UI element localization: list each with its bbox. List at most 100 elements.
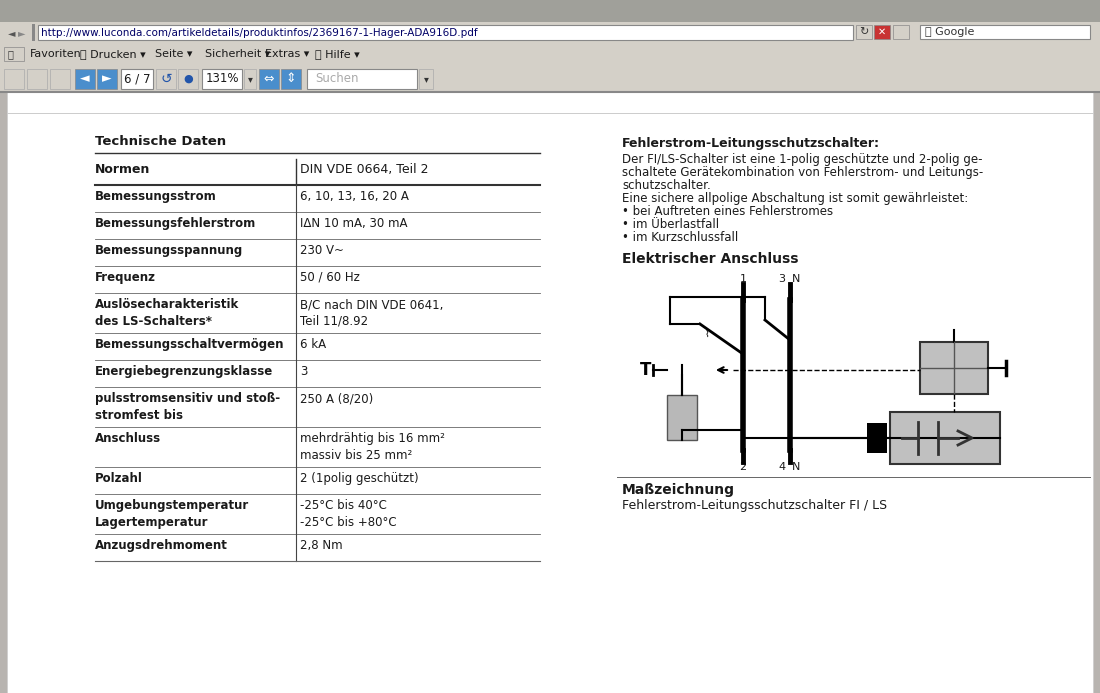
Text: Bemessungsspannung: Bemessungsspannung [95,244,243,257]
Text: T: T [640,361,651,379]
Bar [920,342,988,394]
Text: • im Überlastfall: • im Überlastfall [621,218,719,231]
Text: 6, 10, 13, 16, 20 A: 6, 10, 13, 16, 20 A [300,190,409,203]
Text: 🔍 Google: 🔍 Google [925,27,975,37]
Text: Seite ▾: Seite ▾ [155,49,192,59]
Text: ◄: ◄ [80,73,90,85]
Bar [890,412,1000,464]
Text: Bemessungsstrom: Bemessungsstrom [95,190,217,203]
Text: Favoriten: Favoriten [30,49,81,59]
Text: pulsstromsensitiv und stoß-
stromfest bis: pulsstromsensitiv und stoß- stromfest bi… [95,392,280,422]
Bar [258,69,279,89]
Text: ▾: ▾ [248,74,252,84]
Text: B/C nach DIN VDE 0641,
Teil 11/8.92: B/C nach DIN VDE 0641, Teil 11/8.92 [300,298,443,328]
Text: • bei Auftreten eines Fehlerstromes: • bei Auftreten eines Fehlerstromes [621,205,833,218]
Text: 230 V~: 230 V~ [300,244,344,257]
Text: 💾: 💾 [7,49,13,59]
Text: ❓ Hilfe ▾: ❓ Hilfe ▾ [315,49,360,59]
Text: 131%: 131% [206,73,239,85]
Text: ⇔: ⇔ [264,73,274,85]
Bar [7,92,1093,693]
Bar [0,22,1100,44]
Text: http://www.luconda.com/artikeldetails/produktinfos/2369167-1-Hager-ADA916D.pdf: http://www.luconda.com/artikeldetails/pr… [41,28,477,38]
Text: Polzahl: Polzahl [95,472,143,485]
Text: ◄: ◄ [8,28,15,38]
Text: Frequenz: Frequenz [95,271,156,284]
Bar [856,25,872,39]
Text: 2,8 Nm: 2,8 Nm [300,539,342,552]
Bar [874,25,890,39]
Text: ►: ► [18,28,25,38]
Bar [28,69,47,89]
Text: Auslösecharakteristik
des LS-Schalters*: Auslösecharakteristik des LS-Schalters* [95,298,240,328]
Text: Normen: Normen [95,163,151,176]
Bar [0,0,1100,22]
Text: Elektrischer Anschluss: Elektrischer Anschluss [621,252,799,266]
Text: ●: ● [183,74,192,84]
Text: 3: 3 [779,274,785,284]
Text: Technische Daten: Technische Daten [95,135,227,148]
Bar [920,25,1090,39]
Text: Sicherheit ▾: Sicherheit ▾ [205,49,271,59]
Text: 2: 2 [739,462,747,472]
Text: Fehlerstrom-Leitungsschutzschalter FI / LS: Fehlerstrom-Leitungsschutzschalter FI / … [621,499,887,512]
Text: N: N [792,274,800,284]
Text: Suchen: Suchen [315,73,359,85]
Bar [912,24,917,40]
Text: 250 A (8/20): 250 A (8/20) [300,392,373,405]
Bar [32,24,35,41]
Bar [121,69,153,89]
Text: Eine sichere allpolige Abschaltung ist somit gewährleistet:: Eine sichere allpolige Abschaltung ist s… [621,192,968,205]
Text: Umgebungstemperatur
Lagertemperatur: Umgebungstemperatur Lagertemperatur [95,499,250,529]
Text: Extras ▾: Extras ▾ [265,49,309,59]
Text: ►: ► [102,73,112,85]
Bar [893,25,909,39]
Bar [75,69,95,89]
Text: ↻: ↻ [859,27,869,37]
Text: 🖨 Drucken ▾: 🖨 Drucken ▾ [80,49,145,59]
Bar [178,69,198,89]
Text: DIN VDE 0664, Teil 2: DIN VDE 0664, Teil 2 [300,163,429,176]
Text: Fehlerstrom-Leitungsschutzschalter:: Fehlerstrom-Leitungsschutzschalter: [621,137,880,150]
Text: Bemessungsschaltvermögen: Bemessungsschaltvermögen [95,338,285,351]
Text: Energiebegrenzungsklasse: Energiebegrenzungsklasse [95,365,273,378]
Text: ✕: ✕ [878,27,887,37]
Bar [0,66,1100,92]
Bar [4,47,24,61]
Text: ⌇: ⌇ [705,330,710,340]
Bar [202,69,242,89]
Text: • im Kurzschlussfall: • im Kurzschlussfall [621,231,738,244]
Text: Anschluss: Anschluss [95,432,161,445]
Bar [50,69,70,89]
Text: Anzugsdrehmoment: Anzugsdrehmoment [95,539,228,552]
Text: 1: 1 [739,274,747,284]
Text: ↺: ↺ [161,72,172,86]
Bar [419,69,433,89]
Bar [307,69,417,89]
Text: Der FI/LS-Schalter ist eine 1-polig geschützte und 2-polig ge-: Der FI/LS-Schalter ist eine 1-polig gesc… [621,153,982,166]
Text: 4: 4 [779,462,785,472]
Bar [667,395,697,440]
Text: 6 / 7: 6 / 7 [123,73,151,85]
Text: Bemessungsfehlerstrom: Bemessungsfehlerstrom [95,217,256,230]
Text: mehrdrähtig bis 16 mm²
massiv bis 25 mm²: mehrdrähtig bis 16 mm² massiv bis 25 mm² [300,432,444,462]
Bar [156,69,176,89]
Bar [280,69,301,89]
Text: 50 / 60 Hz: 50 / 60 Hz [300,271,360,284]
Text: 2 (1polig geschützt): 2 (1polig geschützt) [300,472,419,485]
Text: schutzschalter.: schutzschalter. [621,179,711,192]
Text: -25°C bis 40°C
-25°C bis +80°C: -25°C bis 40°C -25°C bis +80°C [300,499,397,529]
Bar [0,44,1100,66]
Bar [4,69,24,89]
Text: IΔN 10 mA, 30 mA: IΔN 10 mA, 30 mA [300,217,407,230]
Bar [39,25,852,40]
Bar [244,69,256,89]
Text: N: N [792,462,800,472]
Text: ⇕: ⇕ [286,73,296,85]
Bar [867,423,887,453]
Bar [0,22,30,44]
Text: schaltete Gerätekombination von Fehlerstrom- und Leitungs-: schaltete Gerätekombination von Fehlerst… [621,166,983,179]
Text: 6 kA: 6 kA [300,338,326,351]
Text: Maßzeichnung: Maßzeichnung [621,483,735,497]
Bar [97,69,117,89]
